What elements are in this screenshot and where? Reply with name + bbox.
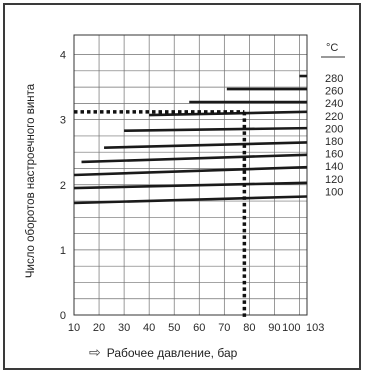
series-line-200 xyxy=(124,126,308,133)
x-axis-label: Рабочее давление, бар xyxy=(106,345,238,360)
series-line-180 xyxy=(104,141,308,149)
y-tick-label: 3 xyxy=(60,115,66,127)
series-line-100 xyxy=(73,195,308,205)
series-line-140 xyxy=(73,165,308,177)
temperature-label-260: 260 xyxy=(325,86,343,98)
y-tick-label: 2 xyxy=(60,180,66,192)
temperature-label-200: 200 xyxy=(325,123,343,135)
x-tick-label: 20 xyxy=(93,322,105,334)
grid xyxy=(73,34,308,316)
temperature-label-220: 220 xyxy=(325,111,343,123)
x-tick-label: 90 xyxy=(268,322,280,334)
example-lines xyxy=(74,110,247,319)
temperature-unit: °C xyxy=(326,42,338,54)
temperature-label-180: 180 xyxy=(325,136,343,148)
series-line-220 xyxy=(149,110,308,117)
x-tick-label: 10 xyxy=(68,322,80,334)
x-tick-label: 100 xyxy=(282,322,300,334)
x-tick-label: 60 xyxy=(193,322,205,334)
x-tick-label: 50 xyxy=(168,322,180,334)
x-axis-label-row: ⇨ Рабочее давление, бар xyxy=(89,344,237,361)
temperature-label-280: 280 xyxy=(325,73,343,85)
series-lines xyxy=(73,74,308,205)
x-tick-label: 80 xyxy=(243,322,255,334)
series-line-160 xyxy=(81,153,308,164)
temperature-label-240: 240 xyxy=(325,98,343,110)
temperature-label-140: 140 xyxy=(325,161,343,173)
temperature-label-100: 100 xyxy=(325,186,343,198)
series-line-120 xyxy=(73,181,308,190)
hollow-right-arrow-icon: ⇨ xyxy=(89,344,101,360)
temperature-label-160: 160 xyxy=(325,149,343,161)
y-tick-label: 0 xyxy=(60,310,66,322)
y-tick-label: 1 xyxy=(60,245,66,257)
x-tick-label: 40 xyxy=(143,322,155,334)
x-tick-label: 30 xyxy=(118,322,130,334)
y-tick-labels: 0 1 2 3 4 xyxy=(60,50,66,322)
y-axis-label: Число оборотов настроечного винта xyxy=(25,83,37,278)
x-tick-label: 103 xyxy=(306,322,324,334)
temperature-label-120: 120 xyxy=(325,174,343,186)
x-tick-label: 70 xyxy=(218,322,230,334)
y-tick-label: 4 xyxy=(60,50,66,62)
x-tick-labels: 10 20 30 40 50 60 70 80 90 100 103 xyxy=(68,322,324,334)
